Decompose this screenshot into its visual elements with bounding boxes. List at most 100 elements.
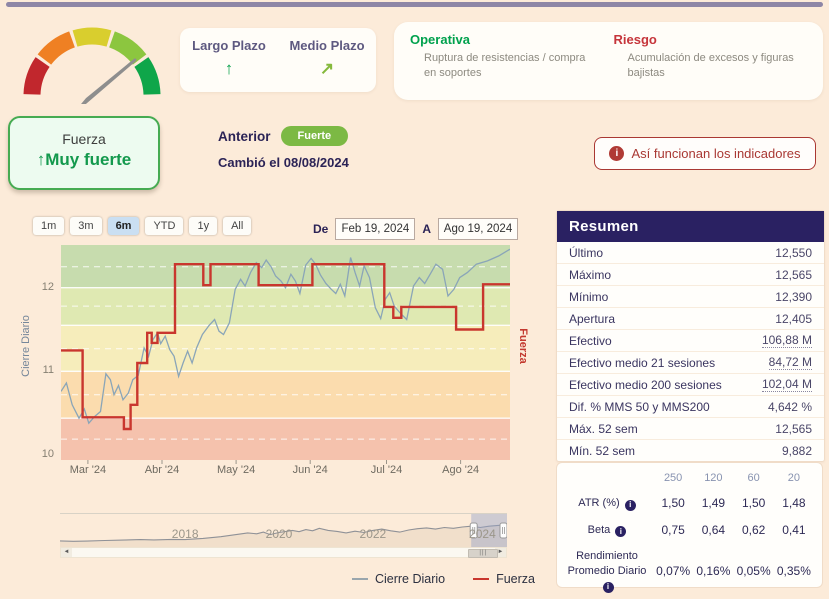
stats-value: 0,41 [782, 523, 806, 538]
resumen-row-value: 4,642 % [767, 399, 812, 414]
medio-plazo-ne-arrow-icon: ↗ [319, 59, 335, 78]
navigator-handle[interactable] [499, 522, 507, 539]
resumen-row-label: Mín. 52 sem [569, 443, 636, 458]
stats-column-header: 120 [704, 472, 723, 484]
resumen-row: Último 12,550 [557, 242, 824, 264]
resumen-row-value[interactable]: 106,88 M [761, 333, 812, 348]
stats-value: 1,50 [661, 496, 685, 511]
stats-table-card: 250 120 60 20 ATR (%) i 1,50 1,49 1,50 1,48 Beta … [556, 462, 823, 593]
medio-plazo-block: Medio Plazo ↗ [278, 28, 376, 92]
top-divider-bar [6, 2, 823, 7]
resumen-row: Dif. % MMS 50 y MMS200 4,642 % [557, 396, 824, 418]
y-tick-label: 12 [41, 280, 54, 293]
fuerza-up-arrow-icon: ↑ [36, 150, 46, 169]
legend-label: Fuerza [496, 572, 535, 586]
fuerza-step-line [61, 263, 510, 431]
navigator-year-label: 2024 [469, 527, 496, 541]
operativa-riesgo-card: Operativa Ruptura de resistencias / comp… [394, 22, 823, 100]
resumen-row: Apertura 12,405 [557, 308, 824, 330]
fuerza-value-text: Muy fuerte [45, 150, 132, 169]
navigator-handle[interactable] [469, 522, 478, 539]
resumen-rows: Último 12,550 Máximo 12,565 Mínimo 12,390 Aper… [557, 242, 824, 461]
changed-date-text: Cambió el 08/08/2024 [218, 155, 349, 170]
strength-gauge [23, 27, 161, 104]
info-icon[interactable]: i [624, 499, 636, 511]
stats-row-label-text: Beta [587, 523, 614, 536]
gauge-segment [23, 57, 50, 96]
legend-line-icon [351, 578, 368, 580]
chart-navigator[interactable] [60, 513, 507, 547]
resumen-card: Resumen Último 12,550 Máximo 12,565 Mínimo 12… [556, 210, 825, 462]
gauge-segment [37, 31, 76, 65]
scrollbar-left-arrow-icon[interactable]: ◄ [61, 548, 72, 557]
stats-row-label-text: Rendimiento Promedio Diario [567, 550, 647, 577]
stats-table: 250 120 60 20 ATR (%) i 1,50 1,49 1,50 1,48 Beta … [561, 469, 814, 599]
x-tick-label: Mar '24 [69, 464, 107, 476]
scrollbar-thumb[interactable]: ||| [468, 549, 499, 558]
resumen-row-label: Apertura [569, 311, 616, 326]
stats-row-label: Beta i [561, 517, 653, 544]
fuerza-status-card: Fuerza ↑Muy fuerte [8, 116, 160, 190]
stats-value: 0,07% [656, 564, 691, 579]
resumen-row-value[interactable]: 84,72 M [768, 355, 812, 370]
legend-item-cierre-diario[interactable]: Cierre Diario [351, 572, 445, 586]
largo-plazo-block: Largo Plazo ↑ [180, 28, 278, 92]
resumen-row-value: 12,390 [775, 289, 812, 304]
stats-column-header: 20 [787, 472, 800, 484]
stats-value: 1,49 [701, 496, 726, 511]
resumen-row-value[interactable]: 102,04 M [761, 377, 812, 392]
largo-plazo-label: Largo Plazo [192, 38, 266, 53]
resumen-row-label: Efectivo medio 200 sesiones [569, 377, 722, 392]
chart-scrollbar[interactable]: ◄ ► ||| [60, 547, 507, 558]
resumen-row-value: 12,565 [775, 267, 812, 282]
largo-plazo-up-arrow-icon: ↑ [224, 59, 234, 78]
stats-row-label-text: ATR (%) [578, 497, 623, 509]
date-to-input[interactable]: Ago 19, 2024 [438, 218, 519, 240]
operativa-text: Ruptura de resistencias / compra en sopo… [424, 52, 586, 80]
price-strength-chart[interactable] [61, 245, 510, 465]
resumen-row: Efectivo 106,88 M [557, 330, 824, 352]
y-tick-label: 10 [41, 447, 54, 460]
legend-item-fuerza[interactable]: Fuerza [473, 572, 535, 586]
resumen-row: Máx. 52 sem 12,565 [557, 418, 824, 440]
stats-row-label: Rendimiento Promedio Diario i [561, 543, 653, 598]
stats-column-header: 250 [663, 472, 683, 484]
navigator-year-label: 2022 [359, 527, 387, 541]
stats-value: 0,62 [741, 523, 766, 538]
range-button-1m[interactable]: 1m [33, 217, 65, 235]
range-button-6m[interactable]: 6m [107, 217, 140, 235]
date-from-input[interactable]: Feb 19, 2024 [335, 218, 416, 240]
operativa-title: Operativa [410, 32, 470, 47]
x-tick-label: Jul '24 [370, 464, 403, 476]
operativa-block: Operativa Ruptura de resistencias / comp… [410, 32, 614, 100]
range-button-3m[interactable]: 3m [70, 217, 102, 235]
range-button-all[interactable]: All [223, 217, 252, 235]
x-tick-label: Ago '24 [442, 464, 480, 476]
info-icon: i [609, 146, 625, 161]
gauge-needle-icon [81, 58, 137, 104]
right-axis-title: Fuerza [517, 328, 529, 364]
riesgo-block: Riesgo Acumulación de excesos y figuras … [614, 32, 818, 100]
navigator-year-label: 2018 [171, 527, 199, 541]
gauge-segment [108, 31, 147, 65]
anterior-badge: Fuerte [280, 126, 349, 146]
range-button-ytd[interactable]: YTD [145, 217, 184, 235]
stats-value: 0,05% [736, 564, 771, 579]
resumen-row-label: Dif. % MMS 50 y MMS200 [569, 399, 710, 414]
info-icon[interactable]: i [615, 526, 627, 538]
resumen-row-label: Efectivo medio 21 sesiones [569, 355, 716, 370]
range-button-1y[interactable]: 1y [189, 217, 218, 235]
x-tick-label: Abr '24 [144, 464, 180, 476]
resumen-row-value: 12,565 [775, 421, 812, 436]
how-indicators-work-button[interactable]: i Así funcionan los indicadores [594, 137, 816, 170]
scrollbar-right-arrow-icon[interactable]: ► [495, 548, 506, 557]
stats-value: 0,75 [661, 523, 685, 538]
navigator-area [60, 524, 507, 547]
resumen-row-value: 12,550 [775, 245, 812, 260]
x-tick-label: Jun '24 [292, 464, 328, 476]
gauge-segment [134, 57, 161, 96]
gauge-segment [72, 27, 112, 47]
stats-value: 1,50 [741, 496, 766, 511]
x-tick-label: May '24 [217, 464, 256, 476]
info-icon[interactable]: i [602, 581, 614, 593]
